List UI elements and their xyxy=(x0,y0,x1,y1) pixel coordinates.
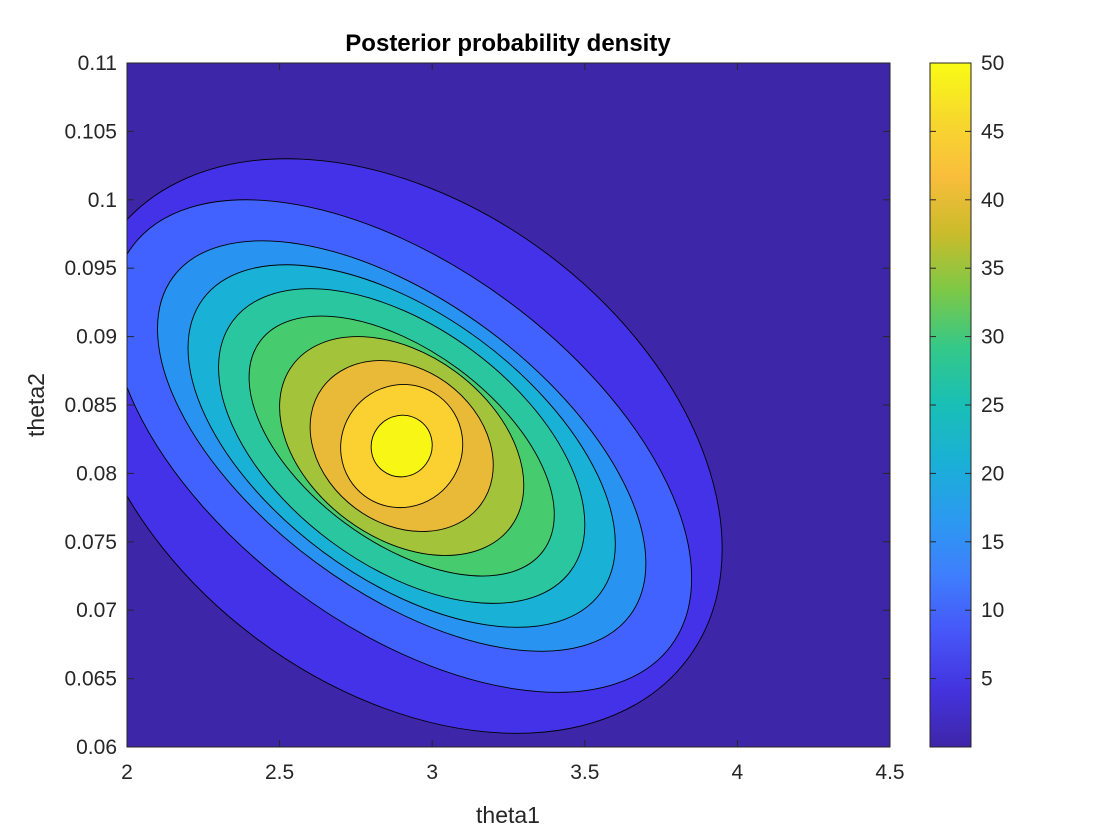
y-tick-label: 0.08 xyxy=(76,462,117,485)
colorbar-tick-label: 15 xyxy=(981,531,1004,554)
x-tick-label: 3.5 xyxy=(570,761,599,784)
colorbar: 5 10 15 20 25 30 35 40 45 50 xyxy=(929,52,1004,748)
y-tick-label: 0.06 xyxy=(76,736,117,759)
colorbar-tick-label: 5 xyxy=(981,668,993,691)
y-tick-label: 0.1 xyxy=(88,189,117,212)
chart-title: Posterior probability density xyxy=(345,30,671,57)
x-tick-label: 4 xyxy=(732,761,744,784)
y-axis-label: theta2 xyxy=(23,373,49,437)
colorbar-tick-label: 20 xyxy=(981,462,1004,485)
y-tick-label: 0.085 xyxy=(64,394,117,417)
x-tick-label: 2 xyxy=(121,761,133,784)
y-tick-label: 0.075 xyxy=(64,531,117,554)
contour-fills xyxy=(127,158,723,734)
colorbar-tick-label: 50 xyxy=(981,52,1004,75)
colorbar-tick-label: 45 xyxy=(981,120,1004,143)
colorbar-ramp xyxy=(929,62,972,748)
colorbar-tick-label: 30 xyxy=(981,326,1004,349)
x-tick-label: 2.5 xyxy=(265,761,294,784)
x-axis-ticks: 2 2.5 3 3.5 4 4.5 xyxy=(121,63,905,784)
colorbar-tick-label: 25 xyxy=(981,394,1004,417)
y-tick-label: 0.105 xyxy=(64,120,117,143)
colorbar-ticks: 5 10 15 20 25 30 35 40 45 50 xyxy=(930,52,1004,691)
colorbar-tick-label: 35 xyxy=(981,257,1004,280)
colorbar-tick-label: 10 xyxy=(981,599,1004,622)
x-tick-label: 4.5 xyxy=(875,761,904,784)
contour-level-47 xyxy=(370,414,433,478)
y-axis-ticks: 0.060.0650.070.0750.080.0850.090.0950.10… xyxy=(64,52,890,759)
plot-area: 2 2.5 3 3.5 4 4.5 0.06 0.065 0.07 0.075 0.08 0.085… xyxy=(64,52,905,784)
x-axis-label: theta1 xyxy=(476,802,540,828)
y-tick-label: 0.11 xyxy=(78,52,117,75)
y-tick-label: 0.09 xyxy=(76,326,117,349)
y-tick-label: 0.095 xyxy=(64,257,117,280)
y-tick-label: 0.07 xyxy=(76,599,117,622)
colorbar-tick-label: 40 xyxy=(981,189,1004,212)
y-tick-label: 0.065 xyxy=(64,668,117,691)
x-tick-label: 3 xyxy=(426,761,438,784)
